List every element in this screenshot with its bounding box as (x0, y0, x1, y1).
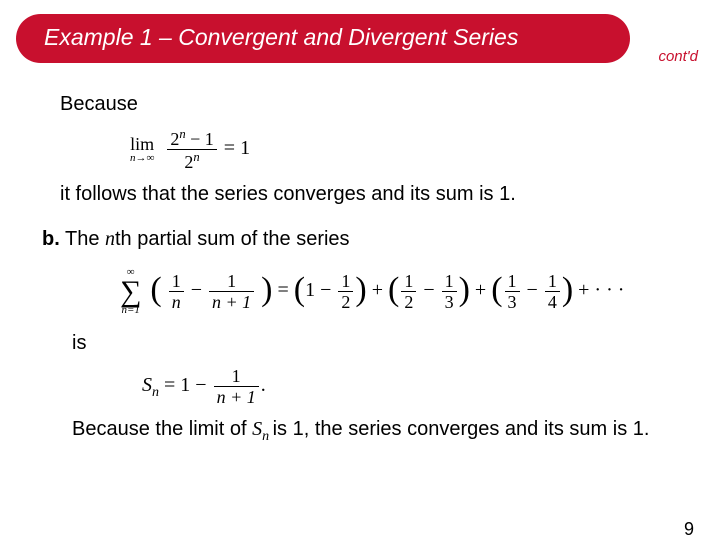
sigma-symbol: ∞ ∑ n=1 (120, 267, 141, 316)
slide-title-bar: Example 1 – Convergent and Divergent Ser… (16, 14, 630, 63)
text-is: is (72, 330, 680, 357)
text-follows: it follows that the series converges and… (60, 181, 680, 208)
text-because: Because (60, 91, 680, 118)
limit-expression: lim n→∞ 2n − 1 2n = 1 (130, 128, 680, 171)
slide-title: Example 1 – Convergent and Divergent Ser… (44, 24, 518, 50)
series-expression: ∞ ∑ n=1 ( 1n − 1n + 1 ) = (1 − 12) + (12… (120, 267, 680, 316)
page-number: 9 (684, 519, 694, 540)
part-b-label: b. (42, 228, 60, 250)
continued-label: cont'd (658, 48, 698, 65)
text-conclusion: Because the limit of Sn is 1, the series… (72, 416, 680, 447)
lim-symbol: lim (130, 135, 154, 153)
slide-content: Because lim n→∞ 2n − 1 2n = 1 it follows… (0, 91, 720, 447)
limit-fraction: 2n − 1 2n (167, 128, 216, 171)
limit-equals-one: = 1 (224, 137, 250, 159)
text-part-b: b. The nth partial sum of the series (42, 226, 680, 253)
lim-subscript: n→∞ (130, 153, 154, 164)
sn-expression: Sn = 1 − 1n + 1. (142, 367, 680, 406)
